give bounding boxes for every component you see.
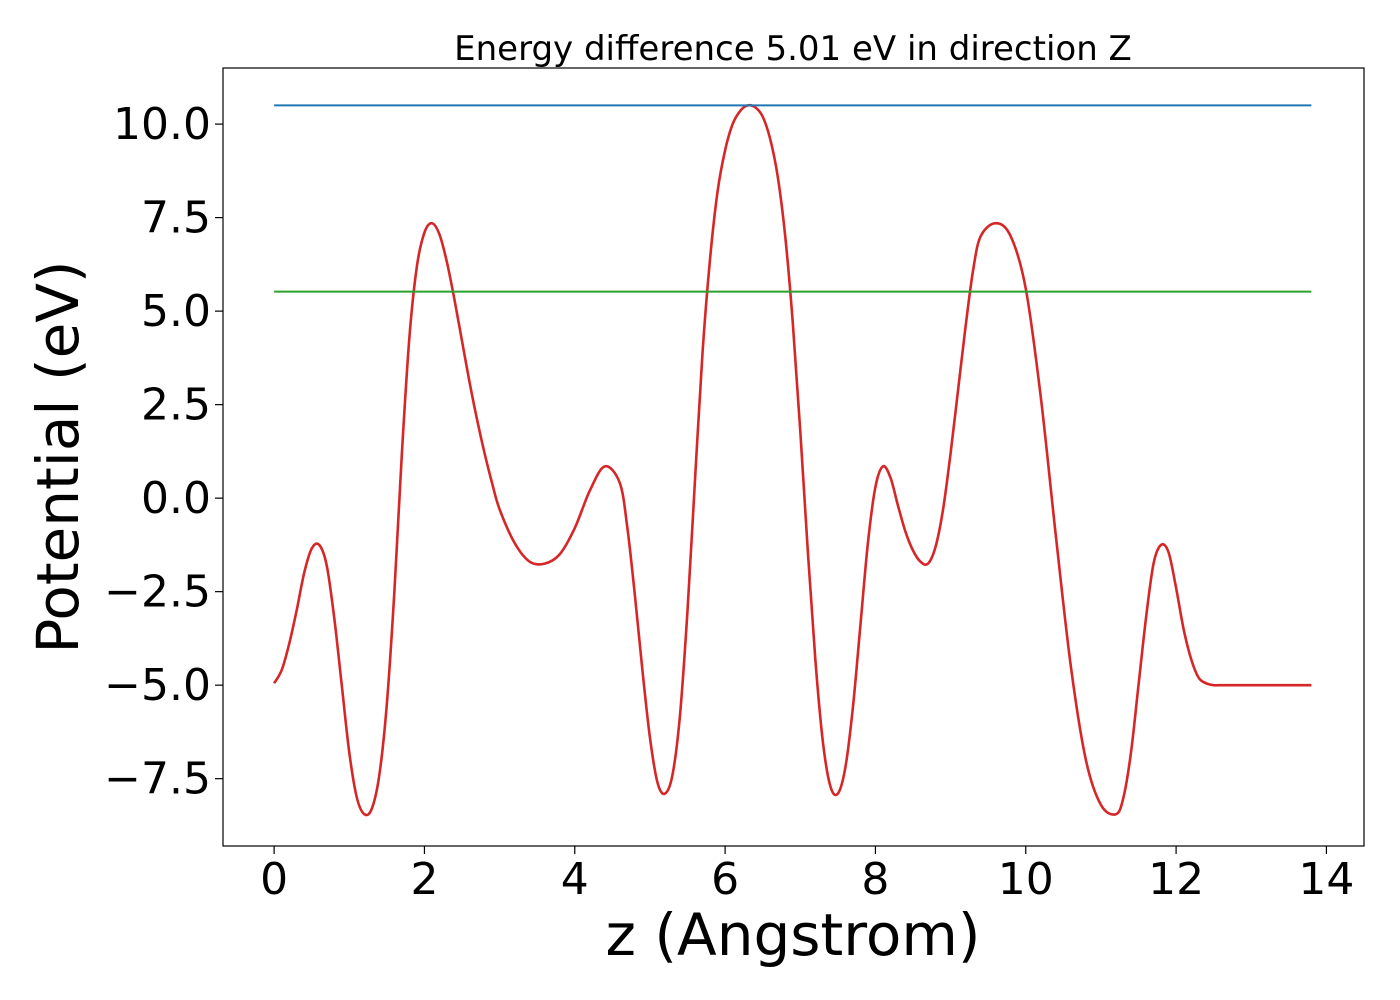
y-tick-label: 0.0 — [141, 473, 211, 524]
y-tick-label: 10.0 — [113, 99, 211, 150]
x-tick-label: 8 — [861, 854, 889, 905]
x-tick-label: 14 — [1298, 854, 1354, 905]
plot-area — [272, 103, 1312, 817]
y-tick-label: −2.5 — [104, 567, 211, 618]
x-tick-label: 12 — [1148, 854, 1204, 905]
x-tick-label: 6 — [711, 854, 739, 905]
y-axis-label: Potential (eV) — [24, 260, 92, 653]
y-tick-label: −7.5 — [104, 754, 211, 805]
x-tick-label: 2 — [410, 854, 438, 905]
chart-title: Energy difference 5.01 eV in direction Z — [454, 29, 1132, 69]
plot-frame — [222, 67, 1365, 847]
x-axis-label: z (Angstrom) — [606, 901, 981, 969]
x-axis: 0 2 4 6 8 10 12 14 — [260, 846, 1354, 905]
x-tick-label: 0 — [260, 854, 288, 905]
y-tick-label: 5.0 — [141, 286, 211, 337]
x-tick-label: 4 — [561, 854, 589, 905]
x-tick-label: 10 — [998, 854, 1054, 905]
y-axis: −7.5 −5.0 −2.5 0.0 2.5 5.0 7.5 10.0 — [104, 99, 223, 805]
y-tick-label: 2.5 — [141, 380, 211, 431]
y-tick-label: 7.5 — [141, 193, 211, 244]
series-line-0 — [272, 103, 1312, 817]
y-tick-label: −5.0 — [104, 660, 211, 711]
